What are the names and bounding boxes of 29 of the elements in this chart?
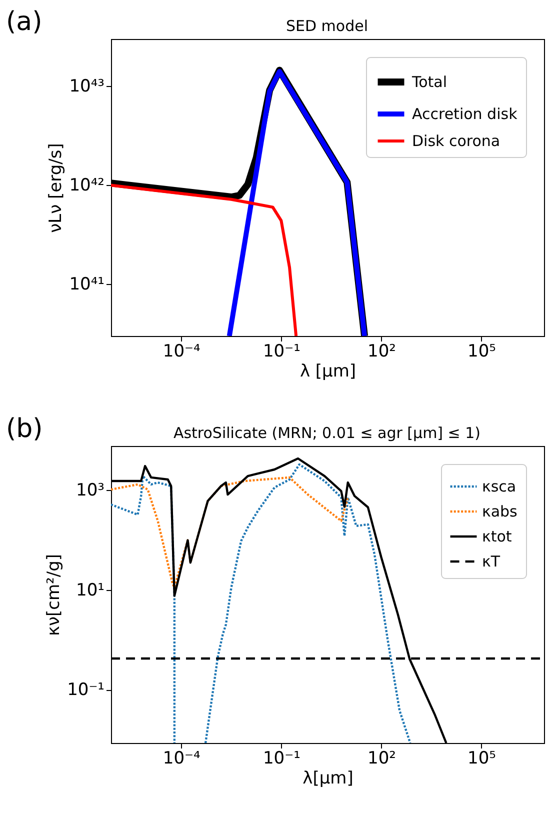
x-axis-title: λ[μm]: [302, 768, 354, 788]
x-tick-label: 10²: [367, 342, 396, 362]
x-tick-label: 10⁵: [468, 748, 496, 768]
legend-label: Disk corona: [412, 132, 500, 150]
legend-label: Total: [411, 73, 448, 91]
x-tick-label: 10²: [367, 748, 396, 768]
chart-title: SED model: [286, 17, 368, 35]
x-axis-title: λ [μm]: [300, 362, 356, 382]
y-tick-label: 10⁻¹: [67, 680, 104, 700]
chart-title: AstroSilicate (MRN; 0.01 ≤ agr [μm] ≤ 1): [173, 424, 481, 442]
legend-label: κT: [482, 552, 501, 570]
y-axis-title: κν[cm²/g]: [44, 554, 64, 636]
x-tick-label: 10⁵: [468, 342, 496, 362]
x-tick-label: 10⁻¹: [262, 748, 300, 768]
legend-label: κtot: [482, 528, 512, 546]
legend-label: κabs: [482, 502, 518, 520]
x-tick-label: 10⁻⁴: [162, 342, 201, 362]
text: (b): [6, 414, 43, 444]
y-tick-label: 10⁴³: [69, 76, 104, 97]
x-tick-label: 10⁻¹: [262, 342, 300, 362]
y-axis-title: νLν [erg/s]: [46, 143, 66, 233]
text: (a): [6, 7, 42, 37]
y-tick-label: 10¹: [76, 580, 104, 600]
legend-label: Accretion disk: [412, 105, 518, 123]
y-tick-label: 10⁴²: [69, 176, 104, 196]
x-tick-label: 10⁻⁴: [162, 748, 201, 768]
y-tick-label: 10⁴¹: [69, 274, 104, 295]
y-tick-label: 10³: [76, 480, 104, 500]
legend-label: κsca: [482, 478, 516, 496]
